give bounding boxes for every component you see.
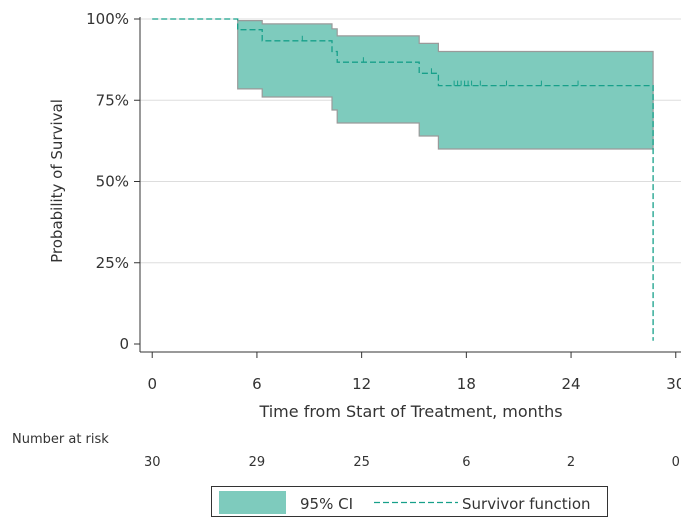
x-tick-label-0: 0 [147, 375, 157, 393]
y-tick-labels: 0 25% 50% 75% 100% [86, 10, 129, 353]
legend-ci-label: 95% CI [300, 495, 353, 513]
number-at-risk-1: 29 [249, 455, 266, 470]
number-at-risk-label: Number at risk [12, 432, 109, 447]
y-tick-label-1: 25% [96, 254, 129, 272]
x-axis-label: Time from Start of Treatment, months [258, 402, 562, 421]
y-tick-label-3: 75% [96, 91, 129, 109]
x-tick-labels: 0 6 12 18 24 30 [147, 375, 681, 393]
number-at-risk-row: 30 29 25 6 2 0 [144, 455, 680, 470]
number-at-risk-5: 0 [672, 455, 680, 470]
ci-band [237, 20, 654, 150]
survivor-function-line [152, 18, 654, 341]
y-tick-label-0: 0 [119, 335, 129, 353]
x-tick-label-5: 30 [666, 375, 681, 393]
axes [134, 17, 681, 358]
number-at-risk-3: 6 [462, 455, 470, 470]
legend: 95% CI Survivor function [211, 486, 608, 517]
y-tick-label-4: 100% [86, 10, 129, 28]
confidence-band-layer [237, 20, 654, 150]
legend-ci-swatch [219, 491, 286, 514]
number-at-risk-2: 25 [353, 455, 370, 470]
x-tick-label-4: 24 [562, 375, 581, 393]
survivor-curve-layer [152, 18, 654, 341]
number-at-risk-0: 30 [144, 455, 161, 470]
legend-survivor-label: Survivor function [462, 495, 591, 513]
y-axis-label: Probability of Survival [48, 99, 66, 263]
x-tick-label-2: 12 [352, 375, 371, 393]
y-tick-label-2: 50% [96, 173, 129, 191]
x-tick-label-3: 18 [457, 375, 476, 393]
number-at-risk-4: 2 [567, 455, 575, 470]
x-tick-label-1: 6 [252, 375, 262, 393]
